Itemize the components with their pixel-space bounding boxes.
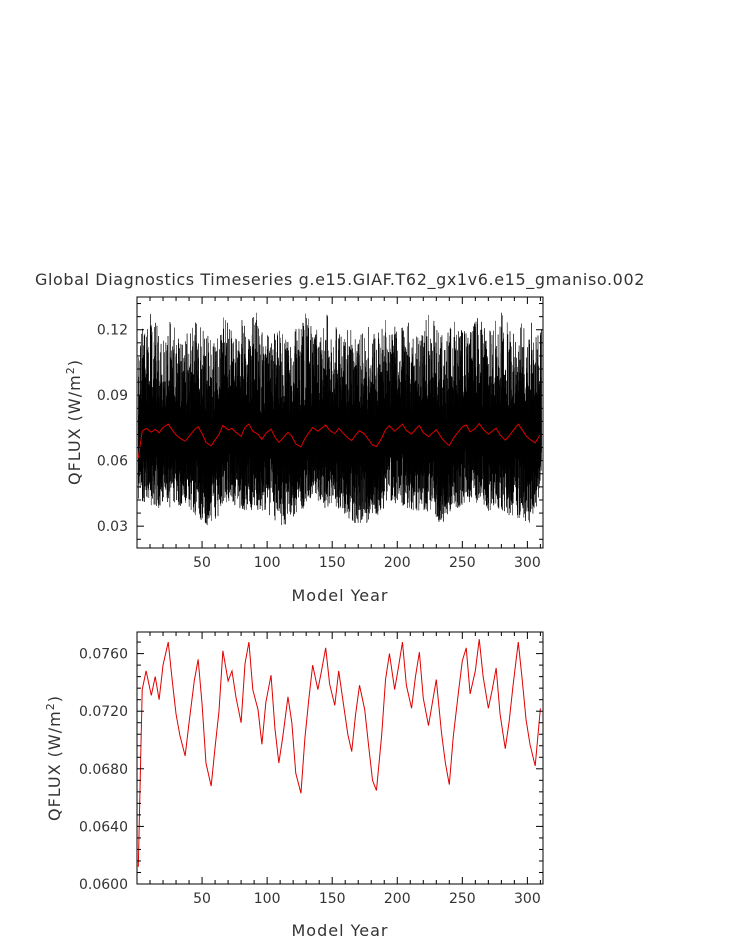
top-x-tick-label: 300	[514, 555, 541, 571]
bottom-x-tick-label: 300	[514, 891, 541, 907]
bottom-x-tick-label: 200	[384, 891, 411, 907]
top-series-group	[137, 312, 542, 526]
top-y-tick-label: 0.09	[97, 388, 128, 404]
bottom-plot-frame	[136, 631, 544, 885]
top-axes-group: 50 100 150 200 250 300 0.03 0.06 0.09 0.12	[97, 297, 543, 571]
bottom-y-tick-label: 0.0640	[79, 819, 128, 835]
bottom-x-tick-label: 150	[319, 891, 346, 907]
chart-title: Global Diagnostics Timeseries g.e15.GIAF…	[35, 270, 645, 290]
bottom-y-tick-label: 0.0680	[79, 762, 128, 778]
bottom-x-tick-label: 100	[254, 891, 281, 907]
top-x-tick-label: 150	[319, 555, 346, 571]
top-panel: 50 100 150 200 250 300 0.03 0.06 0.09 0.12 Model …	[64, 296, 544, 605]
bottom-x-axis-title: Model Year	[292, 921, 389, 940]
top-x-tick-label: 50	[193, 555, 211, 571]
bottom-axes-group: 50 100 150 200 250 300 0.0600 0.0640 0.0680 0.072…	[79, 632, 543, 907]
bottom-y-tick-label: 0.0600	[79, 877, 128, 893]
bottom-panel: 50 100 150 200 250 300 0.0600 0.0640 0.0680 0.072…	[44, 631, 544, 940]
bottom-y-tick-label: 0.0760	[79, 647, 128, 663]
top-x-axis-title: Model Year	[292, 586, 389, 605]
bottom-y-axis-title: QFLUX (W/m2)	[44, 695, 64, 821]
top-y-tick-label: 0.06	[97, 454, 128, 470]
top-y-tick-label: 0.12	[97, 323, 128, 339]
bottom-y-tick-label: 0.0720	[79, 704, 128, 720]
top-x-tick-label: 100	[254, 555, 281, 571]
bottom-series-group	[137, 639, 541, 867]
annual-mean-series-line	[137, 422, 541, 459]
top-plot-frame	[136, 296, 544, 549]
bottom-x-tick-label: 250	[449, 891, 476, 907]
top-y-axis-title: QFLUX (W/m2)	[64, 359, 84, 485]
monthly-series-line	[138, 312, 542, 526]
top-x-tick-label: 250	[449, 555, 476, 571]
top-y-tick-label: 0.03	[97, 519, 128, 535]
annual-mean-series-line-bottom	[137, 639, 541, 867]
bottom-x-tick-label: 50	[193, 891, 211, 907]
top-x-tick-label: 200	[384, 555, 411, 571]
